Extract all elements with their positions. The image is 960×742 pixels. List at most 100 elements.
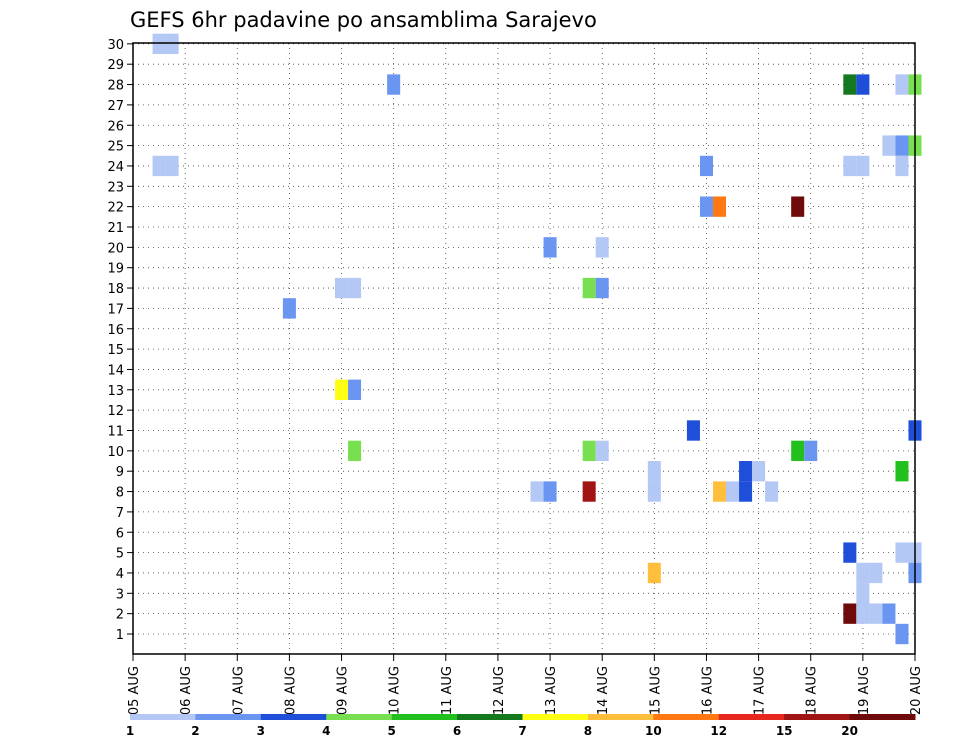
y-tick-label: 4 xyxy=(116,567,124,582)
heatmap-cell xyxy=(895,461,909,482)
x-tick-label: 18 AUG xyxy=(805,666,820,715)
legend-label: 12 xyxy=(710,724,727,738)
legend-swatch xyxy=(260,714,327,720)
y-tick-label: 28 xyxy=(107,79,124,94)
x-tick-label: 19 AUG xyxy=(857,666,872,715)
heatmap-cell xyxy=(739,461,753,482)
legend-swatch xyxy=(849,714,916,720)
heatmap-cell xyxy=(530,481,544,502)
legend-swatch xyxy=(718,714,785,720)
heatmap-cell xyxy=(543,481,557,502)
heatmap-cell xyxy=(348,379,362,400)
legend-swatch xyxy=(784,714,851,720)
heatmap-cell xyxy=(856,74,870,95)
heatmap-cell xyxy=(791,196,805,217)
legend-label: 3 xyxy=(257,724,265,738)
y-tick-label: 17 xyxy=(107,302,124,317)
heatmap-cell xyxy=(543,237,557,258)
heatmap-cell xyxy=(856,583,870,604)
heatmap-cell xyxy=(895,623,909,645)
heatmap-cell xyxy=(582,481,596,502)
heatmap-cell xyxy=(348,277,362,299)
chart-title: GEFS 6hr padavine po ansamblima Sarajevo xyxy=(130,8,597,32)
y-tick-label: 24 xyxy=(107,160,124,175)
grid-lines xyxy=(133,43,915,654)
x-tick-label: 07 AUG xyxy=(231,666,246,715)
legend-swatch xyxy=(587,714,654,720)
heatmap-cell xyxy=(348,440,362,462)
y-tick-label: 26 xyxy=(107,119,124,134)
heatmap-cell xyxy=(699,196,713,217)
heatmap-cell xyxy=(647,461,661,482)
x-tick-label: 09 AUG xyxy=(336,666,351,715)
heatmap-cell xyxy=(765,481,779,502)
legend-label: 15 xyxy=(776,724,793,738)
legend-label: 20 xyxy=(841,724,858,738)
y-tick-label: 12 xyxy=(107,404,124,419)
y-tick-label: 10 xyxy=(107,445,124,460)
heatmap-cell xyxy=(165,155,179,177)
legend-label: 7 xyxy=(518,724,526,738)
heatmap-cell xyxy=(595,277,609,299)
legend-swatch xyxy=(391,714,458,720)
y-tick-label: 22 xyxy=(107,201,124,216)
color-legend: 1 2 3 4 5 6 7 8 10 12 15 20 xyxy=(126,714,916,738)
y-tick-label: 25 xyxy=(107,140,124,155)
heatmap-cell xyxy=(335,277,349,299)
legend-label: 5 xyxy=(387,724,395,738)
heatmap-cell xyxy=(647,481,661,502)
heatmap-cell xyxy=(595,237,609,258)
heatmap-cell xyxy=(843,74,857,95)
y-tick-label: 30 xyxy=(107,38,124,53)
y-tick-label: 27 xyxy=(107,99,124,114)
y-tick-label: 2 xyxy=(116,608,124,623)
heatmap-cell xyxy=(869,562,883,584)
y-tick-label: 20 xyxy=(107,241,124,256)
heatmap-cell xyxy=(686,420,700,441)
heatmap-cells xyxy=(152,33,922,645)
legend-label: 10 xyxy=(645,724,662,738)
heatmap-cell xyxy=(895,542,909,563)
y-tick-label: 13 xyxy=(107,384,124,399)
x-tick-label: 17 AUG xyxy=(753,666,768,715)
legend-label: 6 xyxy=(453,724,461,738)
x-tick-label: 13 AUG xyxy=(544,666,559,715)
heatmap-cell xyxy=(882,603,896,624)
legend-label: 2 xyxy=(191,724,199,738)
heatmap-cell xyxy=(152,33,166,55)
heatmap-cell xyxy=(843,603,857,624)
heatmap-cell xyxy=(712,196,727,217)
y-tick-label: 11 xyxy=(107,425,124,440)
legend-label: 8 xyxy=(584,724,592,738)
plot-frame xyxy=(132,42,916,655)
heatmap-cell xyxy=(699,155,713,177)
y-tick-label: 19 xyxy=(107,262,124,277)
heatmap-cell xyxy=(712,481,727,502)
heatmap-cell xyxy=(895,135,909,156)
heatmap-cell xyxy=(752,461,766,482)
legend-swatch xyxy=(457,714,523,720)
heatmap-cell xyxy=(856,603,870,624)
x-tick-label: 08 AUG xyxy=(283,666,298,715)
heatmap-cell xyxy=(895,74,909,95)
x-tick-label: 05 AUG xyxy=(127,666,142,715)
y-tick-label: 9 xyxy=(116,465,124,480)
x-tick-label: 10 AUG xyxy=(388,666,403,715)
heatmap-cell xyxy=(739,481,753,502)
x-axis: 05 AUG 06 AUG 07 AUG 08 AUG 09 AUG 10 AUG 11 A… xyxy=(127,654,924,715)
heatmap-cell xyxy=(582,440,596,462)
y-tick-label: 5 xyxy=(116,547,124,562)
legend-label: 4 xyxy=(322,724,330,738)
heatmap-cell xyxy=(582,277,596,299)
x-tick-label: 16 AUG xyxy=(700,666,715,715)
legend-swatch xyxy=(130,714,196,720)
heatmap-cell xyxy=(387,74,401,95)
y-tick-label: 18 xyxy=(107,282,124,297)
heatmap-cell xyxy=(165,33,179,55)
heatmap-cell xyxy=(856,155,870,177)
x-tick-label: 15 AUG xyxy=(648,666,663,715)
legend-label: 1 xyxy=(126,724,134,738)
x-tick-label: 14 AUG xyxy=(596,666,611,715)
y-tick-label: 15 xyxy=(107,343,124,358)
heatmap-cell xyxy=(843,542,857,563)
